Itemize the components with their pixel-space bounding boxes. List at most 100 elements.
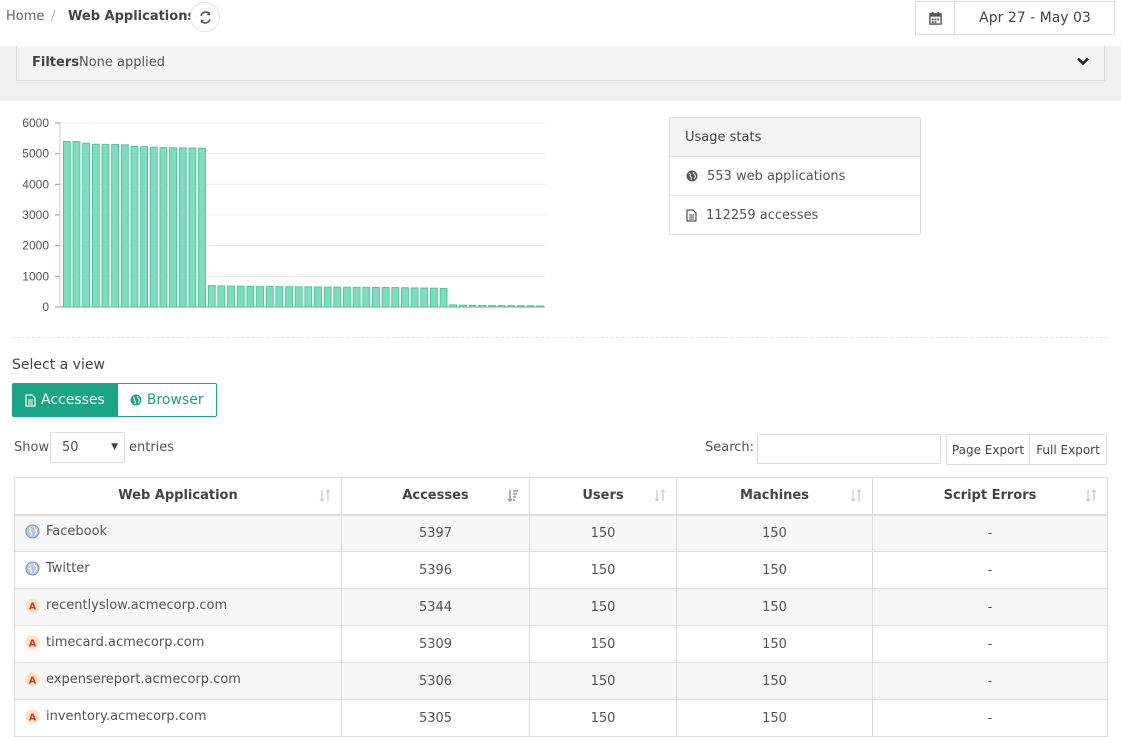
chart-bar[interactable]	[246, 285, 255, 308]
chart-bar[interactable]	[420, 287, 429, 308]
web-application-name[interactable]: Facebook	[46, 523, 108, 539]
y-tick-label: 5000	[22, 147, 49, 161]
chart-bar[interactable]	[178, 147, 187, 308]
chart-bar[interactable]	[227, 285, 235, 308]
date-range-value[interactable]: Apr 27 - May 03	[979, 10, 1091, 26]
chart-bar[interactable]	[82, 142, 91, 308]
cell-accesses: 5306	[341, 662, 530, 700]
header-script-errors[interactable]: Script Errors	[872, 477, 1108, 516]
breadcrumb-home[interactable]: Home	[6, 9, 45, 24]
chart-bar[interactable]	[91, 143, 100, 308]
full-export-button[interactable]: Full Export	[1030, 434, 1107, 465]
chart-bar[interactable]	[169, 147, 177, 308]
date-range-picker[interactable]: Apr 27 - May 03	[915, 1, 1115, 35]
chart-bar[interactable]	[487, 305, 496, 308]
chart-bar[interactable]	[362, 286, 371, 308]
chart-bar[interactable]	[449, 304, 458, 308]
web-application-name[interactable]: timecard.acmecorp.com	[46, 634, 205, 650]
chart-bar[interactable]	[217, 285, 226, 308]
chart-bar[interactable]	[536, 305, 545, 308]
chart-bar[interactable]	[149, 146, 158, 308]
chart-bar[interactable]	[188, 147, 197, 308]
svg-text:A: A	[29, 675, 37, 686]
chart-bar[interactable]	[333, 286, 342, 308]
table-row[interactable]: Twitter 5396 150 150-	[14, 551, 1108, 589]
header-machines[interactable]: Machines	[676, 477, 873, 516]
header-users[interactable]: Users	[529, 477, 677, 516]
usage-web-apps-row: 553 web applications	[670, 157, 920, 196]
chart-bar[interactable]	[159, 147, 168, 308]
web-application-name[interactable]: Twitter	[46, 560, 90, 576]
chart-bar[interactable]	[101, 143, 110, 308]
chart-bar[interactable]	[352, 286, 361, 308]
entries-select[interactable]: 50 ▼	[50, 432, 125, 463]
chart-bar[interactable]	[314, 286, 322, 308]
web-application-name[interactable]: expensereport.acmecorp.com	[46, 671, 241, 687]
chart-bar[interactable]	[507, 305, 516, 308]
table-header-row: Web Application Accesses Users Machines …	[14, 477, 1108, 516]
chart-bar[interactable]	[198, 147, 206, 308]
chart-bar[interactable]	[285, 286, 293, 308]
refresh-button[interactable]	[190, 2, 220, 32]
cell-web-application[interactable]: Facebook	[14, 514, 342, 552]
chart-bar[interactable]	[410, 287, 419, 308]
chart-bar[interactable]	[323, 286, 332, 308]
chart-bar[interactable]	[111, 143, 120, 308]
chart-bar[interactable]	[430, 287, 438, 308]
y-tick-label: 4000	[22, 177, 49, 191]
chart-bar[interactable]	[265, 286, 274, 308]
chart-bar[interactable]	[497, 305, 506, 308]
chart-bar[interactable]	[401, 287, 409, 308]
search-input[interactable]	[757, 434, 941, 464]
calendar-icon[interactable]	[916, 2, 955, 34]
chart-bar[interactable]	[391, 287, 400, 308]
filters-panel[interactable]: Filters None applied	[16, 46, 1105, 81]
chart-bar[interactable]	[120, 144, 129, 308]
chart-bar[interactable]	[372, 286, 380, 308]
table-row[interactable]: Facebook 5397 150 150-	[14, 514, 1108, 552]
chart-bar[interactable]	[256, 286, 264, 308]
page-export-button[interactable]: Page Export	[946, 434, 1030, 465]
cell-accesses: 5344	[341, 588, 530, 626]
file-icon	[686, 209, 697, 222]
cell-accesses: 5397	[341, 514, 530, 552]
chevron-down-icon[interactable]	[1076, 54, 1090, 68]
chart-bar[interactable]	[294, 286, 303, 308]
chart-bar[interactable]	[439, 287, 448, 308]
chart-bar[interactable]	[62, 141, 71, 308]
chart-bar[interactable]	[516, 305, 525, 308]
chart-bar[interactable]	[140, 146, 148, 308]
chart-bar[interactable]	[72, 141, 81, 308]
web-application-name[interactable]: recentlyslow.acmecorp.com	[46, 597, 228, 613]
chart-bar[interactable]	[468, 304, 477, 308]
browser-view-button[interactable]: Browser	[117, 383, 217, 417]
header-accesses[interactable]: Accesses	[341, 477, 530, 516]
header-web-application[interactable]: Web Application	[14, 477, 342, 516]
chart-bar[interactable]	[275, 286, 284, 308]
chart-bar[interactable]	[207, 285, 216, 308]
chart-bar[interactable]	[478, 305, 487, 308]
chart-bar[interactable]	[130, 145, 139, 308]
cell-script-errors: -	[872, 551, 1108, 589]
chart-bar[interactable]	[304, 286, 313, 308]
chart-bar[interactable]	[459, 304, 467, 308]
page-title: Web Applications	[68, 9, 196, 24]
accesses-view-button[interactable]: Accesses	[12, 383, 118, 417]
app-a-icon: A	[25, 671, 40, 687]
chart-bar[interactable]	[526, 305, 535, 308]
usage-stats-panel: Usage stats 553 web applications 112259 …	[669, 117, 921, 235]
chart-bar[interactable]	[381, 287, 390, 308]
chart-bar[interactable]	[236, 285, 245, 308]
top-bar: Home / Web Applications Apr 27 - May 03	[0, 0, 1121, 46]
cell-web-application[interactable]: Twitter	[14, 551, 342, 589]
web-application-name[interactable]: inventory.acmecorp.com	[46, 708, 207, 724]
chart-bar[interactable]	[343, 286, 351, 308]
